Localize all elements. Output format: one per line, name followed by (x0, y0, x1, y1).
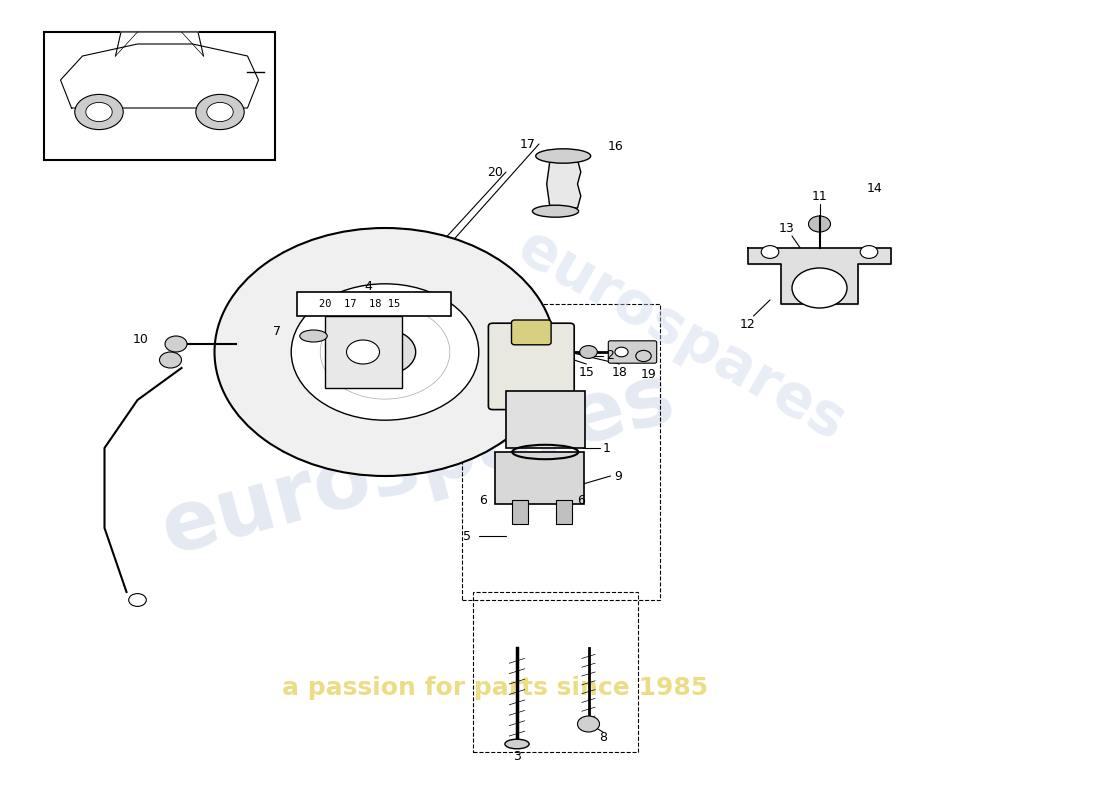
Text: 14: 14 (867, 182, 882, 194)
Text: 6: 6 (578, 494, 585, 506)
FancyBboxPatch shape (608, 341, 657, 363)
Text: 15: 15 (579, 366, 594, 378)
Text: 16: 16 (608, 140, 624, 153)
Circle shape (165, 336, 187, 352)
Text: 11: 11 (812, 190, 827, 202)
Text: 12: 12 (740, 318, 756, 330)
Bar (495, 452, 584, 504)
Text: 9: 9 (614, 470, 622, 482)
Bar (324, 316, 402, 388)
Circle shape (346, 340, 380, 364)
Circle shape (129, 594, 146, 606)
Circle shape (761, 246, 779, 258)
Polygon shape (547, 160, 581, 208)
FancyBboxPatch shape (488, 323, 574, 410)
Ellipse shape (505, 739, 529, 749)
Text: 20  17  18 15: 20 17 18 15 (319, 299, 400, 309)
Text: 17: 17 (520, 138, 536, 150)
Text: a passion for parts since 1985: a passion for parts since 1985 (282, 676, 708, 700)
Text: 2: 2 (606, 350, 614, 362)
Text: 1: 1 (603, 442, 611, 454)
Text: 6: 6 (480, 494, 487, 506)
Text: 5: 5 (463, 530, 471, 542)
Bar (44, 32, 275, 160)
Polygon shape (748, 248, 891, 304)
Circle shape (615, 347, 628, 357)
Circle shape (580, 346, 597, 358)
Text: 19: 19 (641, 368, 657, 381)
Ellipse shape (532, 206, 579, 218)
Polygon shape (60, 44, 258, 108)
Bar (506, 390, 585, 448)
Ellipse shape (536, 149, 591, 163)
Text: 10: 10 (133, 334, 148, 346)
Text: 7: 7 (273, 326, 280, 338)
Circle shape (214, 228, 556, 476)
Polygon shape (116, 32, 204, 56)
Ellipse shape (299, 330, 328, 342)
Circle shape (860, 246, 878, 258)
Circle shape (808, 216, 830, 232)
Text: 20: 20 (487, 166, 503, 178)
Circle shape (792, 268, 847, 308)
Circle shape (292, 284, 478, 420)
Circle shape (86, 102, 112, 122)
Text: eurospares: eurospares (508, 219, 856, 453)
Text: 13: 13 (779, 222, 794, 234)
Circle shape (207, 102, 233, 122)
Bar (297, 292, 451, 316)
Circle shape (160, 352, 182, 368)
Circle shape (578, 716, 600, 732)
Circle shape (75, 94, 123, 130)
Text: 8: 8 (598, 731, 607, 744)
FancyBboxPatch shape (512, 320, 551, 345)
Circle shape (196, 94, 244, 130)
Text: 4: 4 (364, 280, 373, 293)
Bar (512, 500, 528, 524)
Circle shape (636, 350, 651, 362)
Bar (473, 592, 638, 752)
Text: 3: 3 (513, 750, 521, 762)
Bar (556, 500, 572, 524)
Text: eurospares: eurospares (153, 357, 683, 571)
Circle shape (354, 330, 416, 374)
Text: 18: 18 (612, 366, 627, 378)
Bar (462, 304, 660, 600)
